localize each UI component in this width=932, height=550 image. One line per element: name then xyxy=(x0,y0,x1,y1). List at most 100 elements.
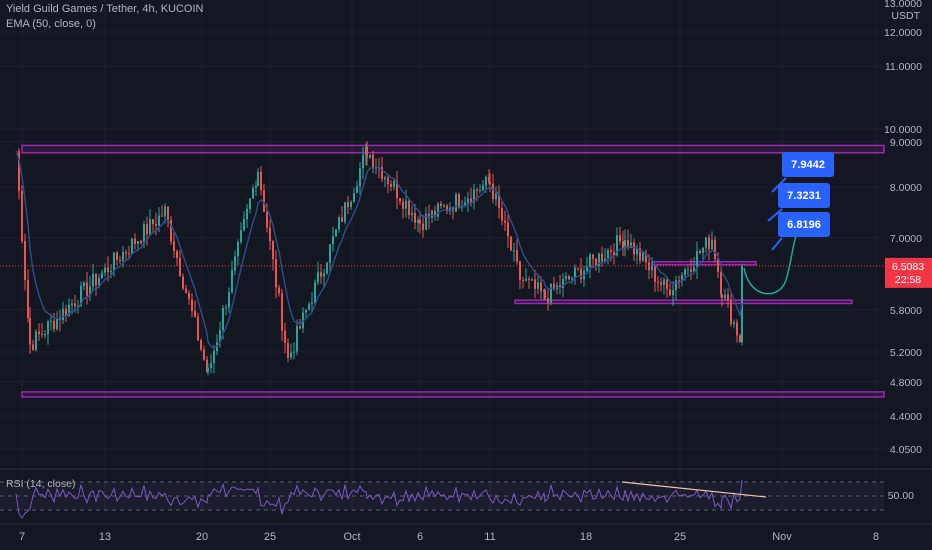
candle-body xyxy=(98,278,100,286)
candle-body xyxy=(50,320,52,322)
symbol-title[interactable]: Yield Guild Games / Tether, 4h, KUCOIN xyxy=(6,3,204,15)
candle-body xyxy=(257,171,259,186)
candle-body xyxy=(607,250,609,259)
candle-body xyxy=(197,316,199,341)
candle-body xyxy=(44,334,46,336)
time-tick-label: Oct xyxy=(343,531,360,543)
candle-body xyxy=(252,187,254,199)
candle-body xyxy=(21,190,23,242)
time-tick-label: Nov xyxy=(772,531,792,543)
candle-body xyxy=(528,278,530,280)
ema-legend[interactable]: EMA (50, close, 0) xyxy=(6,18,96,30)
candle-body xyxy=(369,154,371,158)
candle-body xyxy=(74,303,76,307)
price-tick-label: 5.2000 xyxy=(890,347,922,359)
candle-body xyxy=(636,248,638,255)
price-axis-currency: USDT xyxy=(891,10,920,22)
candle-body xyxy=(434,210,436,217)
candle-body xyxy=(332,236,334,245)
candle-body xyxy=(422,223,424,230)
candle-body xyxy=(152,219,154,224)
candle-body xyxy=(396,181,398,199)
candle-body xyxy=(711,239,713,250)
candle-body xyxy=(347,202,349,208)
candle-body xyxy=(107,267,109,272)
candle-body xyxy=(501,207,503,221)
price-targets[interactable]: 7.9442 7.3231 6.8196 xyxy=(767,152,834,251)
candle-body xyxy=(675,280,677,291)
last-price-tag xyxy=(885,257,932,288)
candle-body xyxy=(470,198,472,203)
candle-body xyxy=(41,334,43,336)
candle-body xyxy=(580,268,582,280)
candle-body xyxy=(77,305,79,307)
candle-body xyxy=(222,308,224,331)
candle-body xyxy=(721,294,723,298)
candle-body xyxy=(335,229,337,237)
candle-body xyxy=(437,203,439,217)
candle-body xyxy=(372,154,374,168)
candle-body xyxy=(690,269,692,272)
candle-body xyxy=(234,256,236,271)
candle-body xyxy=(428,213,430,218)
time-tick-label: 18 xyxy=(580,531,592,543)
candle-body xyxy=(80,285,82,306)
candle-body xyxy=(350,201,352,208)
candle-body xyxy=(329,244,331,263)
rsi-legend[interactable]: RSI (14, close) xyxy=(6,478,76,490)
candle-body xyxy=(228,292,230,308)
rsi-divergence-line xyxy=(621,481,767,498)
candle-body xyxy=(476,189,478,191)
candle-body xyxy=(266,211,268,228)
candle-body xyxy=(651,265,653,271)
candle-body xyxy=(293,351,295,353)
candle-body xyxy=(308,304,310,310)
candle-body xyxy=(170,220,172,242)
candle-body xyxy=(29,317,31,345)
candle-body xyxy=(592,254,594,259)
candle-body xyxy=(519,261,521,280)
candle-body xyxy=(95,273,97,286)
candle-body xyxy=(498,193,500,208)
candle-body xyxy=(654,265,656,282)
candle-body xyxy=(510,236,512,251)
candle-body xyxy=(237,241,239,257)
candle-body xyxy=(65,308,67,316)
candle-body xyxy=(161,215,163,217)
candle-body xyxy=(586,266,588,271)
target-value: 6.8196 xyxy=(787,219,821,231)
time-axis[interactable]: 7 13 20 25 Oct 6 11 18 25 Nov 8 xyxy=(0,523,932,543)
candle-body xyxy=(425,213,427,230)
candle-body xyxy=(568,276,570,280)
rsi-line xyxy=(15,479,743,519)
candle-body xyxy=(182,276,184,289)
candle-body xyxy=(708,237,710,250)
candle-body xyxy=(479,190,481,192)
candle-body xyxy=(714,239,716,260)
target-label-2: 7.3231 xyxy=(767,183,830,222)
candle-body xyxy=(440,203,442,206)
candle-body xyxy=(399,198,401,202)
candle-body xyxy=(467,198,469,203)
candle-body xyxy=(540,282,542,292)
candle-body xyxy=(458,194,460,208)
rsi-pane xyxy=(0,468,932,519)
candle-body xyxy=(149,219,151,235)
candle-body xyxy=(206,359,208,372)
candle-body xyxy=(720,271,722,295)
candle-body xyxy=(390,184,392,187)
bar-countdown: 22:58 xyxy=(895,274,921,286)
candle-body xyxy=(210,363,212,368)
candle-body xyxy=(191,299,193,312)
candle-body xyxy=(627,240,629,248)
candle-body xyxy=(246,208,248,220)
candle-body xyxy=(167,206,169,221)
candle-body xyxy=(547,298,549,304)
candle-body xyxy=(485,176,487,186)
candle-body xyxy=(323,273,325,277)
candle-body xyxy=(730,300,732,325)
target-box xyxy=(778,212,830,237)
candle-body xyxy=(326,262,328,274)
